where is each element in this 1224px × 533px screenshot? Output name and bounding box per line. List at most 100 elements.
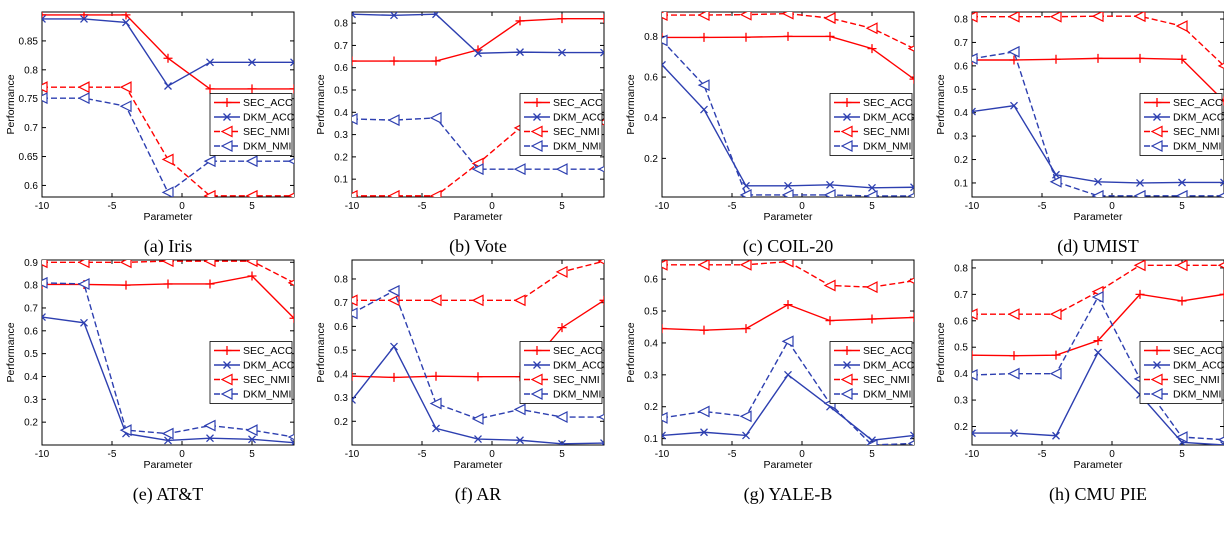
data-point	[825, 31, 835, 41]
y-axis-label: Performance	[935, 74, 947, 134]
legend-marker	[532, 346, 542, 355]
data-point	[203, 419, 216, 432]
data-point	[597, 413, 604, 421]
data-point	[1133, 189, 1146, 197]
y-tick-label: 0.5	[954, 343, 968, 354]
legend-marker	[222, 98, 232, 107]
data-point	[910, 431, 914, 440]
legend-label: DKM_NMI	[553, 389, 601, 401]
data-point	[352, 371, 357, 381]
y-tick-label: 0.4	[334, 108, 348, 119]
panel-caption: (h) CMU PIE	[1049, 484, 1147, 505]
data-point	[1217, 262, 1224, 269]
data-point	[161, 153, 174, 166]
data-point	[739, 12, 752, 21]
legend: SEC_ACC DKM_ACC SEC_NMI DKM_NMI	[519, 341, 605, 404]
data-point	[247, 271, 257, 281]
data-point	[823, 188, 836, 197]
data-point	[248, 435, 256, 444]
y-tick-label: 0.3	[644, 370, 658, 381]
y-tick-label: 0.8	[334, 274, 348, 285]
chart-panel: -10 -5 0 5 0.1 0.2 0.3 0.4 0.5 0.6 0.7 0.8 Parameter…	[315, 11, 605, 257]
legend-label: DKM_NMI	[553, 141, 601, 153]
legend-label: SEC_NMI	[553, 374, 600, 386]
x-tick-label: -10	[345, 449, 360, 460]
data-point	[1220, 441, 1224, 445]
data-point	[1217, 192, 1224, 197]
legend-marker	[220, 373, 233, 386]
data-point	[429, 397, 442, 410]
data-point	[352, 307, 358, 320]
x-tick-label: -10	[655, 449, 670, 460]
y-axis-label: Performance	[625, 74, 637, 134]
plot-area	[352, 260, 604, 445]
y-tick-label: 0.8	[954, 263, 968, 274]
data-point	[119, 81, 132, 94]
data-point	[513, 403, 526, 416]
data-point	[390, 342, 398, 351]
y-tick-label: 0.4	[24, 372, 38, 383]
legend-marker	[840, 373, 853, 386]
data-point	[80, 14, 88, 23]
data-point	[1091, 12, 1104, 23]
y-tick-label: 0.7	[954, 290, 968, 301]
chart-panel: -10 -5 0 5 0.1 0.2 0.3 0.4 0.5 0.6 Parameter Perfor…	[625, 259, 915, 505]
data-point	[77, 81, 90, 94]
panel-caption: (g) YALE-B	[744, 484, 833, 505]
legend-label: DKM_NMI	[863, 389, 911, 401]
legend-label: SEC_NMI	[863, 374, 910, 386]
legend-label: SEC_ACC	[553, 345, 603, 357]
chart-panel: -10 -5 0 5 0.6 0.65 0.7 0.75 0.8 0.85 Parameter Per…	[5, 11, 295, 257]
legend-marker	[220, 140, 233, 152]
data-point	[431, 56, 441, 66]
y-tick-label: 0.3	[334, 393, 348, 404]
data-point	[1049, 12, 1062, 23]
data-point	[1093, 336, 1103, 346]
legend: SEC_ACC DKM_ACC SEC_NMI DKM_NMI	[209, 341, 295, 404]
data-point	[781, 12, 794, 20]
y-tick-label: 0.9	[24, 258, 38, 269]
data-point	[161, 186, 174, 197]
y-tick-label: 0.7	[334, 41, 348, 52]
x-axis-label: Parameter	[1073, 211, 1123, 223]
data-point	[867, 44, 877, 54]
data-point	[1133, 260, 1146, 272]
data-point	[865, 439, 878, 445]
data-point	[972, 52, 978, 65]
data-point	[161, 260, 174, 268]
data-point	[826, 180, 834, 189]
y-tick-label: 0.6	[334, 322, 348, 333]
x-axis-label: Parameter	[453, 211, 503, 223]
chart-panel: -10 -5 0 5 0.1 0.2 0.3 0.4 0.5 0.6 0.7 0.8 Parameter…	[935, 11, 1224, 257]
data-point	[352, 12, 356, 19]
data-point	[558, 439, 566, 445]
legend-marker	[223, 113, 231, 121]
data-point	[1175, 431, 1188, 444]
data-point	[1007, 45, 1020, 58]
data-point	[662, 260, 668, 271]
data-point	[1178, 178, 1186, 187]
data-point	[471, 294, 484, 307]
legend-marker	[530, 373, 543, 386]
data-point	[823, 279, 836, 292]
y-tick-label: 0.3	[24, 395, 38, 406]
chart-panel: -10 -5 0 5 0.2 0.3 0.4 0.5 0.6 0.7 0.8 Parameter Per…	[935, 259, 1224, 505]
data-point	[163, 53, 173, 63]
data-point	[599, 14, 604, 24]
legend-marker	[530, 125, 543, 138]
data-point	[1010, 101, 1018, 110]
data-point	[599, 295, 604, 305]
data-point	[119, 260, 132, 269]
data-point	[352, 113, 358, 125]
data-point	[1049, 308, 1062, 321]
x-tick-label: 5	[559, 201, 565, 212]
x-tick-label: 5	[869, 449, 875, 460]
legend-marker	[842, 346, 852, 355]
legend-label: DKM_ACC	[1173, 360, 1224, 372]
data-point	[662, 12, 668, 22]
x-tick-label: 5	[249, 201, 255, 212]
chart-panel: -10 -5 0 5 0.2 0.4 0.6 0.8 Parameter Performance S…	[625, 11, 915, 257]
legend-marker	[532, 98, 542, 107]
data-point	[1219, 289, 1224, 299]
data-point	[1049, 175, 1062, 188]
